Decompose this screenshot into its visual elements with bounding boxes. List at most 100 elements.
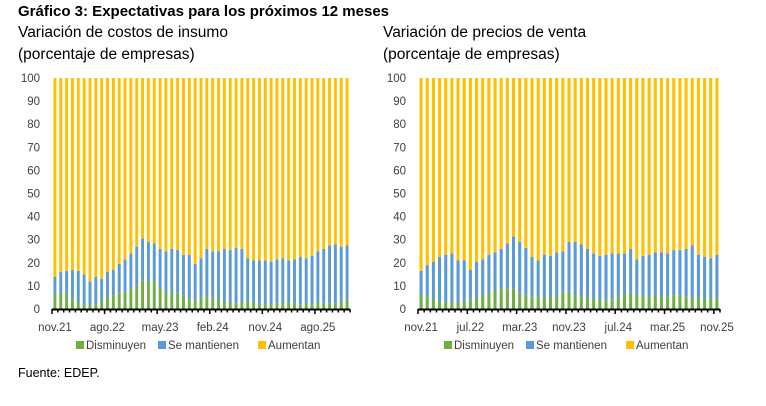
bar-segment-se-mantienen [499,248,503,289]
bar-segment-aumentan [117,78,121,264]
bar-segment-disminuyen [59,293,63,309]
bar-segment-disminuyen [158,287,162,309]
bar-segment-se-mantienen [176,250,180,293]
bar-segment-aumentan [170,78,174,249]
bar-segment-disminuyen [659,296,663,309]
bar-segment-se-mantienen [524,247,528,296]
y-tick-label: 10 [393,281,406,293]
y-tick-label: 50 [27,189,40,201]
bar-segment-aumentan [187,78,191,255]
bar-segment-se-mantienen [592,253,596,299]
bar-segment-disminuyen [450,302,454,309]
bar-segment-disminuyen [328,303,332,309]
x-tick-label: ago.22 [90,322,125,334]
bar-segment-aumentan [481,78,485,260]
legend-label-aumentan: Aumentan [636,340,688,352]
bar-segment-se-mantienen [111,269,115,296]
bar-segment-disminuyen [475,297,479,309]
bar-segment-aumentan [425,78,429,266]
bar-segment-aumentan [536,78,540,261]
bar-segment-se-mantienen [252,260,256,303]
bar-segment-disminuyen [715,298,719,309]
y-tick-label: 0 [34,304,40,316]
bar-segment-aumentan [111,78,115,270]
bar-segment-aumentan [141,78,145,239]
bar-segment-disminuyen [622,293,627,309]
bar-segment-aumentan [468,78,472,270]
bar-segment-disminuyen [252,302,256,309]
sale-prices-chart: 0 10 20 30 40 50 60 70 80 90 100 nov.21 jul.22 mar.23… [387,73,734,352]
bar-segment-aumentan [438,78,442,258]
bar-segment-disminuyen [567,291,571,309]
bar-segment-disminuyen [53,292,57,309]
bar-segment-se-mantienen [257,260,261,304]
bar-segment-aumentan [641,78,645,256]
bar-segment-disminuyen [187,299,191,309]
bar-segment-se-mantienen [703,257,707,299]
y-tick-label: 10 [27,281,40,293]
bar-segment-se-mantienen [462,260,466,301]
bar-segment-disminuyen [579,296,583,309]
bar-segment-aumentan [310,78,314,256]
bar-segment-disminuyen [269,304,273,309]
bar-segment-aumentan [146,78,150,243]
y-tick-label: 80 [393,119,406,131]
bar-segment-aumentan [322,78,326,249]
y-tick-label: 20 [393,258,406,270]
bar-segment-disminuyen [487,292,491,309]
bar-segment-disminuyen [263,304,267,309]
bar-segment-se-mantienen [530,257,534,297]
bar-segment-se-mantienen [94,276,98,305]
bar-segment-disminuyen [629,292,633,309]
y-tick-label: 40 [393,212,406,224]
bar-segment-se-mantienen [59,272,63,294]
bar-segment-aumentan [579,78,583,245]
bar-segment-aumentan [598,78,602,256]
bar-segment-aumentan [505,78,509,244]
bar-segment-disminuyen [304,303,308,309]
right-chart-title: Variación de precios de venta [383,24,587,41]
bar-segment-se-mantienen [76,270,80,303]
bar-segment-aumentan [703,78,707,258]
bar-segment-disminuyen [635,295,639,309]
bar-segment-disminuyen [666,296,670,309]
bar-segment-aumentan [275,78,279,260]
bar-segment-disminuyen [82,304,86,309]
x-tick-label: nov.23 [552,322,586,334]
bar-segment-se-mantienen [629,248,633,293]
bar-segment-aumentan [228,78,232,251]
legend-swatch-disminuyen [444,341,452,349]
bar-segment-aumentan [653,78,657,253]
y-tick-label: 30 [27,235,40,247]
bar-segment-se-mantienen [425,265,429,297]
bar-segment-aumentan [672,78,676,251]
bar-segment-se-mantienen [622,253,627,294]
bar-segment-aumentan [450,78,454,254]
bar-segment-aumentan [82,78,86,275]
bar-segment-disminuyen [129,289,133,309]
bar-segment-se-mantienen [170,248,174,293]
bar-segment-se-mantienen [263,260,267,305]
bar-segment-se-mantienen [82,274,86,305]
bar-segment-disminuyen [217,298,220,309]
legend-label-se-mantienen: Se mantienen [536,340,607,352]
bar-segment-se-mantienen [672,250,676,296]
bar-segment-aumentan [304,78,308,259]
bar-segment-se-mantienen [339,246,343,301]
bar-segment-disminuyen [678,295,682,309]
bar-segment-se-mantienen [431,261,435,299]
bar-segment-aumentan [530,78,534,258]
bar-segment-disminuyen [141,280,145,310]
y-tick-label: 80 [27,119,40,131]
bar-segment-aumentan [246,78,250,259]
bar-segment-aumentan [106,78,109,273]
bar-segment-aumentan [555,78,559,253]
bar-segment-se-mantienen [585,248,590,298]
bar-segment-se-mantienen [659,252,663,297]
right-chart-subtitle: (porcentaje de empresas) [383,46,560,63]
bar-segment-se-mantienen [444,254,448,303]
bar-segment-se-mantienen [345,245,349,300]
y-tick-label: 100 [387,73,406,85]
bar-segment-aumentan [205,78,209,249]
legend-swatch-se-mantienen [158,341,166,349]
